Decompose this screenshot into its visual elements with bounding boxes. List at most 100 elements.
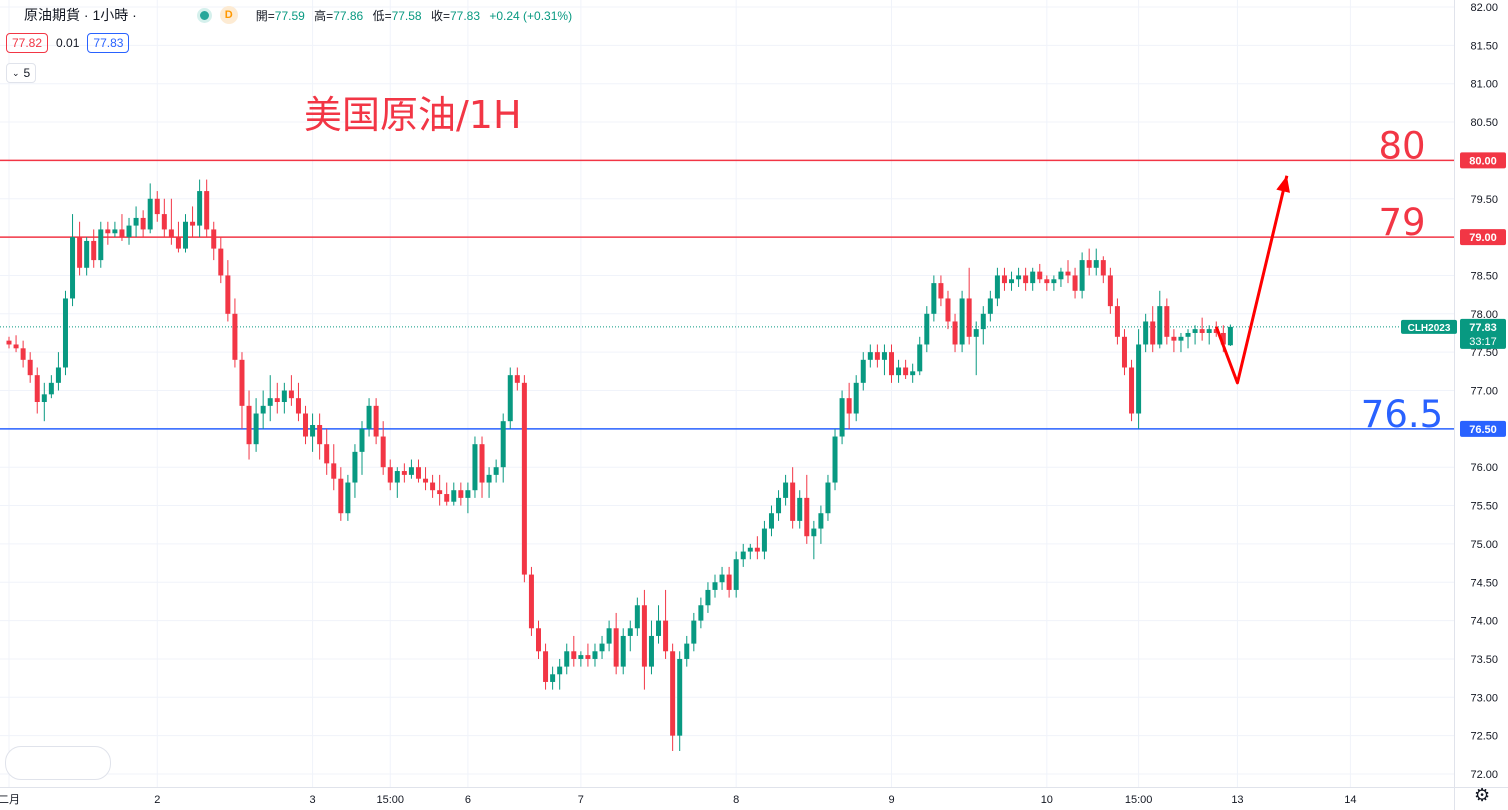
price-tick-label: 75.00	[1470, 539, 1498, 551]
candle-body	[472, 444, 478, 491]
navigation-pill[interactable]	[5, 746, 111, 780]
candle-body	[84, 240, 90, 268]
candle-body	[1129, 367, 1135, 414]
candle-body	[627, 628, 633, 636]
symbol-tag	[1401, 319, 1457, 334]
change-value: +0.24 (+0.31%)	[489, 8, 573, 23]
candle-body	[331, 463, 337, 479]
candle-body	[1178, 336, 1184, 341]
indicators-toggle-button[interactable]: ⌄ 5	[6, 63, 37, 83]
candle-body	[260, 405, 266, 414]
candle-body	[889, 352, 894, 376]
candle-body	[641, 605, 647, 667]
sell-button[interactable]: 77.82	[6, 33, 49, 53]
time-tick-label: 15:00	[1125, 794, 1153, 806]
candle-body	[677, 658, 683, 736]
candle-body	[768, 513, 774, 529]
candle-body	[486, 474, 492, 483]
candle-body	[691, 620, 697, 644]
candle-body	[1016, 275, 1022, 280]
candle-body	[274, 398, 280, 403]
gear-icon[interactable]: ⚙	[1474, 785, 1491, 805]
time-tick-label: 14	[1344, 794, 1356, 806]
candle-body	[310, 425, 316, 437]
candle-body	[853, 382, 859, 414]
candle-body	[1192, 329, 1198, 333]
data-status-badge[interactable]: D	[219, 6, 238, 24]
forecast-arrow-line	[1214, 175, 1289, 385]
candle-body	[543, 651, 549, 682]
candle-body	[232, 313, 238, 360]
candle-body	[387, 467, 393, 483]
candle-body	[423, 478, 429, 483]
candle-body	[663, 620, 669, 652]
candle-body	[126, 225, 132, 238]
time-tick-label: 6	[465, 794, 471, 806]
time-tick-label: 3	[310, 794, 316, 806]
candle-body	[1220, 332, 1226, 345]
symbol-title[interactable]: 原油期貨 · 1小時 ·	[24, 7, 137, 23]
price-tick-label: 75.50	[1470, 501, 1498, 513]
level-price-label: 76.50	[1469, 424, 1497, 436]
candle-body	[380, 436, 386, 468]
candle-body	[613, 628, 619, 667]
level-price-tag	[1460, 420, 1506, 437]
candle-body	[585, 655, 591, 659]
price-tick-label: 74.00	[1470, 616, 1498, 628]
level-price-tag	[1460, 152, 1506, 169]
candle-body	[183, 221, 188, 249]
candle-body	[345, 482, 351, 514]
symbol-tag-label: CLH2023	[1408, 323, 1451, 334]
candle-body	[338, 478, 344, 514]
close-label: 收=	[430, 8, 450, 23]
price-tick-label: 73.00	[1470, 692, 1498, 704]
price-tick-label: 80.50	[1470, 117, 1498, 129]
time-tick-label: 二月	[0, 794, 20, 806]
candle-body	[1086, 260, 1092, 268]
candle-body	[211, 229, 217, 249]
open-value: 77.59	[274, 8, 305, 23]
candle-body	[1185, 332, 1191, 337]
candle-body	[465, 490, 471, 498]
candle-body	[881, 352, 887, 360]
candle-body	[175, 237, 181, 249]
candle-body	[366, 405, 372, 429]
candle-body	[973, 329, 979, 337]
candle-body	[119, 229, 125, 238]
candle-body	[754, 547, 760, 552]
candle-body	[797, 497, 803, 521]
candle-body	[776, 497, 782, 514]
candle-body	[606, 628, 612, 644]
level-annotation: 80	[1378, 124, 1425, 167]
candle-body	[1079, 260, 1085, 291]
candle-body	[1058, 271, 1064, 280]
price-tick-label: 74.50	[1470, 577, 1498, 589]
level-price-tag	[1460, 229, 1506, 246]
candle-body	[281, 390, 287, 403]
candle-body	[896, 367, 902, 376]
market-open-indicator	[196, 7, 212, 23]
buy-button[interactable]: 77.83	[87, 33, 130, 53]
candle-body	[1030, 271, 1036, 284]
candle-body	[218, 248, 224, 276]
candle-body	[1114, 306, 1120, 337]
candle-body	[401, 471, 407, 475]
price-tick-label: 82.00	[1470, 2, 1498, 14]
candle-body	[98, 229, 104, 261]
candle-body	[839, 398, 845, 437]
candle-body	[147, 198, 153, 230]
candle-body	[6, 340, 12, 345]
high-label: 高=	[314, 8, 334, 23]
time-tick-label: 9	[888, 794, 894, 806]
candle-body	[77, 237, 83, 268]
candle-body	[1065, 271, 1071, 276]
candle-body	[564, 651, 570, 667]
candle-body	[804, 497, 810, 537]
candle-body	[557, 666, 563, 675]
candle-body	[317, 425, 323, 445]
price-tick-label: 81.50	[1470, 40, 1498, 52]
candle-body	[514, 375, 520, 383]
candle-body	[161, 214, 167, 230]
candle-body	[253, 413, 259, 445]
